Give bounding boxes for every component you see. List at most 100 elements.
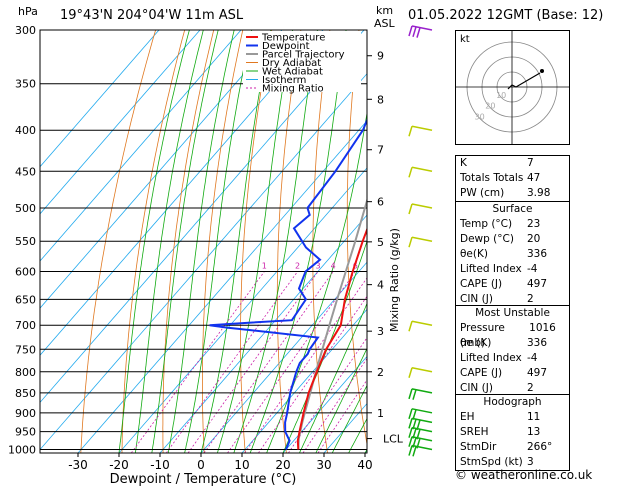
- wind-barb: [408, 203, 433, 215]
- row-value: 47: [527, 172, 541, 184]
- altitude-tick-label: 4: [377, 279, 384, 292]
- table-row: Temp (°C) 23: [456, 217, 569, 232]
- dry-adiabat-line: [312, 30, 331, 453]
- wet-adiabat-line: [282, 239, 367, 453]
- wind-barb: [408, 166, 433, 178]
- row-label: CAPE (J): [460, 367, 503, 379]
- row-value: -4: [527, 352, 538, 364]
- dry-adiabat-line: [591, 30, 629, 453]
- wind-barb: [408, 417, 433, 431]
- table-row: StmDir 266°: [456, 440, 569, 455]
- series-temperature: [296, 226, 367, 450]
- dry-adiabat-line: [621, 30, 629, 453]
- table-row: CAPE (J) 497: [456, 277, 569, 292]
- most-unstable-table: Most Unstable Pressure (mb) 1016 θe (K) 336 L…: [455, 305, 570, 397]
- isotherm-line: [200, 261, 367, 453]
- temperature-tick-label: 10: [234, 458, 249, 472]
- isotherm-line: [282, 355, 367, 453]
- row-value: 2: [527, 293, 534, 305]
- altitude-tick-label: 7: [377, 144, 384, 157]
- temperature-tick-label: -20: [109, 458, 129, 472]
- mixing-ratio-line: [288, 337, 367, 453]
- table-row: θe (K) 336: [456, 336, 569, 351]
- pressure-tick-label: 450: [15, 165, 36, 178]
- hodograph-ring-label: 20: [485, 102, 495, 111]
- temperature-tick-label: 20: [275, 458, 290, 472]
- surface-table: Surface Temp (°C) 23 Dewp (°C) 20 θe(K) 336 Lif…: [455, 201, 570, 308]
- pressure-tick-label: 500: [15, 202, 36, 215]
- legend-label: Temperature: [261, 33, 325, 44]
- hodograph-ring-label: 30: [475, 112, 485, 121]
- table-row: Lifted Index -4: [456, 351, 569, 366]
- row-value: 336: [527, 248, 548, 260]
- row-value: 1016: [529, 322, 556, 334]
- table-row: CAPE (J) 497: [456, 366, 569, 381]
- row-label: Lifted Index: [460, 352, 522, 364]
- row-value: -4: [527, 263, 538, 275]
- footer-credit: © weatheronline.co.uk: [455, 468, 593, 482]
- wet-adiabat-line: [266, 110, 367, 453]
- table-row: Totals Totals 47: [456, 171, 569, 186]
- wind-barb: [408, 426, 433, 440]
- row-value: 3.98: [527, 187, 551, 199]
- row-value: 3: [527, 456, 534, 468]
- altitude-tick-label: 9: [377, 50, 384, 63]
- wind-barb: [408, 388, 433, 400]
- row-label: StmSpd (kt): [460, 456, 523, 468]
- datetime-header: 01.05.2022 12GMT (Base: 12): [408, 8, 604, 23]
- table-title: Most Unstable: [475, 307, 550, 319]
- row-value: 20: [527, 233, 541, 245]
- row-label: θe (K): [460, 337, 492, 349]
- hodograph-unit: kt: [460, 34, 470, 45]
- wet-adiabat-line: [118, 30, 190, 453]
- isotherm-line: [40, 30, 201, 215]
- mixing-ratio-label: 4: [331, 262, 336, 271]
- mixing-ratio-line: [258, 295, 367, 453]
- wet-adiabat-line: [200, 30, 272, 453]
- wind-barb: [408, 25, 433, 38]
- row-label: K: [460, 157, 467, 169]
- pressure-tick-label: 800: [15, 366, 36, 379]
- isotherm-line: [241, 308, 367, 453]
- mixing-ratio-line: [317, 379, 367, 453]
- mixing-ratio-line: [302, 357, 367, 453]
- mixing-ratio-label: 2: [295, 262, 300, 271]
- table-row: Lifted Index -4: [456, 262, 569, 277]
- temperature-tick-label: 30: [316, 458, 331, 472]
- wind-barb: [408, 435, 433, 449]
- dry-adiabat-line: [240, 30, 273, 453]
- pressure-tick-label: 850: [15, 387, 36, 400]
- pressure-tick-label: 600: [15, 266, 36, 279]
- wet-adiabat-line: [151, 30, 219, 453]
- wet-adiabat-line: [299, 302, 367, 453]
- wet-adiabat-line: [233, 30, 318, 453]
- temperature-tick-label: 40: [357, 458, 372, 472]
- hodograph-end-marker: [540, 69, 544, 73]
- altitude-tick-label: 5: [377, 236, 384, 249]
- dry-adiabat-line: [276, 30, 302, 453]
- temperature-tick-label: 0: [197, 458, 205, 472]
- mixing-ratio-label: 1: [262, 262, 267, 271]
- pressure-tick-label: 1000: [8, 444, 36, 457]
- wind-barb: [408, 408, 433, 420]
- pressure-tick-label: 900: [15, 407, 36, 420]
- mixing-ratio-label: 25: [435, 262, 445, 271]
- mixing-ratio-line: [203, 271, 334, 453]
- hodograph-trace: [507, 72, 541, 90]
- row-label: Pressure (mb): [460, 322, 505, 349]
- hodograph-table: Hodograph EH 11 SREH 13 StmDir 266° StmSpd (kt)…: [455, 394, 570, 471]
- row-label: CIN (J): [460, 382, 493, 394]
- table-title: Hodograph: [483, 396, 542, 408]
- pressure-tick-label: 350: [15, 78, 36, 91]
- row-label: Dewp (°C): [460, 233, 514, 245]
- row-value: 13: [527, 426, 541, 438]
- location-header: 19°43'N 204°04'W 11m ASL: [60, 8, 244, 23]
- row-value: 266°: [527, 441, 553, 453]
- indices-table: K 7 Totals Totals 47 PW (cm) 3.98: [455, 155, 570, 202]
- row-value: 11: [527, 411, 541, 423]
- mixing-ratio-label: 3: [316, 262, 321, 271]
- mixing-ratio-line: [130, 271, 265, 453]
- legend-label: Parcel Trajectory: [262, 50, 345, 61]
